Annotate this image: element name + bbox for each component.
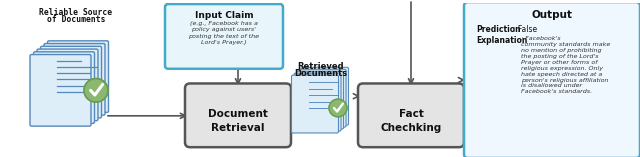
Circle shape (329, 99, 347, 117)
FancyBboxPatch shape (165, 4, 283, 69)
Text: of Documents: of Documents (47, 15, 105, 24)
Text: Retrieved: Retrieved (298, 62, 344, 71)
Text: Documents: Documents (294, 69, 348, 78)
FancyBboxPatch shape (294, 73, 341, 131)
Text: (e.g., Facebook has a
policy against users'
posting the text of the
Lord's Praye: (e.g., Facebook has a policy against use… (189, 21, 259, 45)
Text: Prediction: Prediction (476, 25, 520, 34)
FancyBboxPatch shape (296, 71, 344, 129)
Text: Document: Document (208, 109, 268, 119)
FancyBboxPatch shape (358, 84, 464, 147)
Text: : False: : False (513, 25, 537, 34)
FancyBboxPatch shape (40, 46, 102, 118)
FancyBboxPatch shape (44, 44, 105, 115)
FancyBboxPatch shape (464, 2, 640, 157)
Text: Chechking: Chechking (380, 123, 442, 133)
Text: Reliable Source: Reliable Source (40, 8, 113, 17)
Circle shape (84, 78, 108, 102)
Text: Explanation: Explanation (476, 36, 527, 45)
FancyBboxPatch shape (291, 75, 339, 133)
Text: Input Claim: Input Claim (195, 11, 253, 20)
FancyBboxPatch shape (185, 84, 291, 147)
FancyBboxPatch shape (33, 52, 95, 123)
FancyBboxPatch shape (47, 41, 109, 112)
Text: Output: Output (531, 10, 573, 20)
Text: Retrieval: Retrieval (211, 123, 265, 133)
FancyBboxPatch shape (301, 67, 349, 125)
Text: : Facebook's
community standards make
no mention of prohibiting
the posting of t: : Facebook's community standards make no… (521, 36, 611, 94)
FancyBboxPatch shape (30, 54, 91, 126)
Text: Fact: Fact (399, 109, 424, 119)
FancyBboxPatch shape (37, 49, 98, 121)
FancyBboxPatch shape (299, 69, 346, 127)
